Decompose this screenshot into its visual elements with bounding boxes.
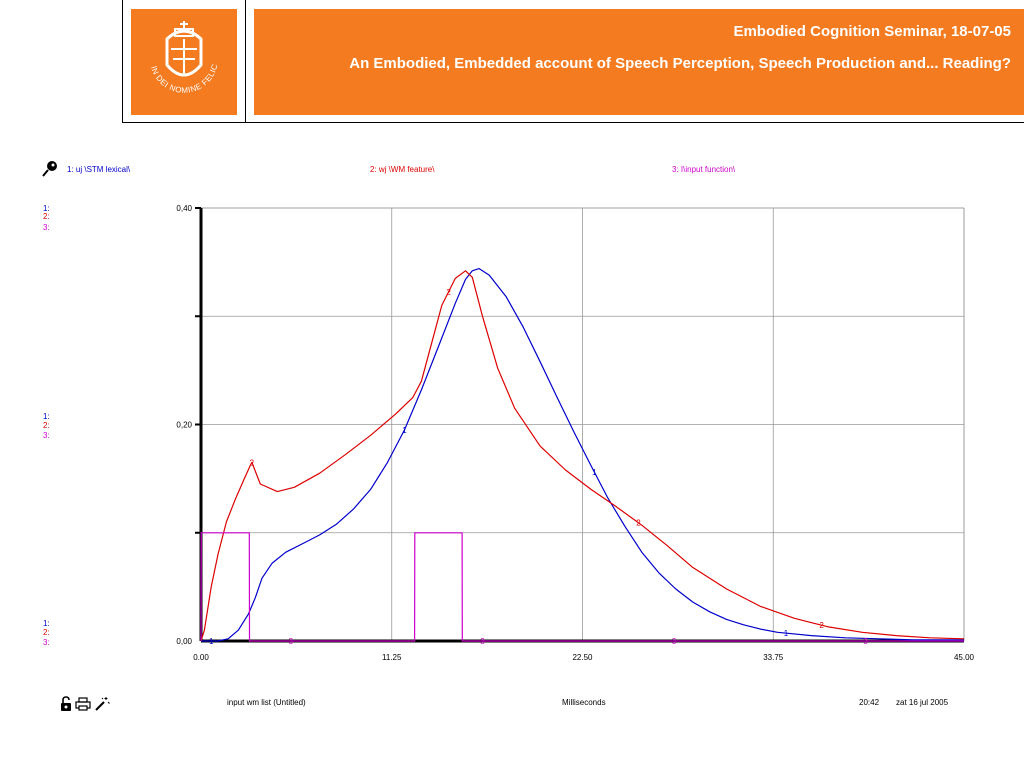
scale-key-1: 1: xyxy=(43,619,50,628)
legend-series-3: 3: I\input function\ xyxy=(672,165,736,174)
series-line-2 xyxy=(200,270,965,642)
run-date-label: zat 16 jul 2005 xyxy=(896,698,949,707)
series-marker-2: 2 xyxy=(250,458,255,467)
footer-toolbar xyxy=(60,696,110,715)
series-marker-3: 3 xyxy=(672,637,677,646)
header-rule xyxy=(246,122,1024,123)
series-marker-1: 1 xyxy=(209,637,214,646)
plot-tick-labels: 0.00 11.25 22.50 33.75 45.00 0,00 0,20 0,40 xyxy=(176,204,974,662)
university-seal-icon: IN DEI NOMINE FELICITER xyxy=(131,9,219,95)
series-marker-2: 2 xyxy=(819,621,824,630)
x-tick-label: 33.75 xyxy=(763,653,784,662)
legend-series-2: 2: wj \WM feature\ xyxy=(370,165,435,174)
slide-subtitle: An Embodied, Embedded account of Speech … xyxy=(349,55,1011,72)
series-marker-2: 2 xyxy=(636,519,641,528)
scale-key-3: 3: xyxy=(43,638,50,647)
scale-key-bottom: 1: 2: 3: xyxy=(43,619,50,647)
series-marker-2: 2 xyxy=(446,288,451,297)
series-marker-3: 3 xyxy=(480,637,485,646)
university-logo: IN DEI NOMINE FELICITER xyxy=(131,9,237,115)
series-marker-3: 3 xyxy=(289,637,294,646)
x-axis-unit-label: Milliseconds xyxy=(562,698,606,707)
padlock-icon[interactable] xyxy=(60,696,72,715)
printer-icon[interactable] xyxy=(75,696,91,715)
scale-key-2: 2: xyxy=(43,628,50,637)
scale-key-1: 1: xyxy=(43,204,50,213)
scale-key-2: 2: xyxy=(43,212,50,221)
x-tick-label: 45.00 xyxy=(954,653,975,662)
scale-key-2: 2: xyxy=(43,421,50,430)
model-name-label: input wm list (Untitled) xyxy=(227,698,306,707)
plot-markers: 1 1 1 1 2 2 2 2 3 3 3 3 xyxy=(209,288,868,646)
series-marker-3: 3 xyxy=(863,637,868,646)
plot-grid xyxy=(201,207,965,641)
series-marker-1: 1 xyxy=(784,629,789,638)
y-tick-label: 0,40 xyxy=(176,204,192,213)
x-tick-label: 11.25 xyxy=(382,653,402,662)
series-marker-1: 1 xyxy=(592,468,597,477)
scale-key-3: 3: xyxy=(43,431,50,440)
legend-series-1: 1: uj \STM lexical\ xyxy=(67,165,131,174)
y-tick-label: 0,00 xyxy=(176,637,192,646)
scale-key-middle: 1: 2: 3: xyxy=(43,412,50,440)
y-tick-label: 0,20 xyxy=(176,421,192,430)
x-tick-label: 0.00 xyxy=(193,653,209,662)
pushpin-icon[interactable] xyxy=(42,161,57,177)
series-marker-1: 1 xyxy=(402,426,407,435)
series-line-3 xyxy=(200,532,964,642)
x-tick-label: 22.50 xyxy=(572,653,593,662)
plot-series xyxy=(200,268,965,642)
scale-key-top: 1: 2: 3: xyxy=(43,204,50,232)
logo-frame xyxy=(122,0,246,123)
magic-wand-icon[interactable] xyxy=(94,696,110,715)
header-band: Embodied Cognition Seminar, 18-07-05 An … xyxy=(254,9,1024,115)
scale-key-1: 1: xyxy=(43,412,50,421)
slide-title: Embodied Cognition Seminar, 18-07-05 xyxy=(733,23,1011,40)
run-time-label: 20:42 xyxy=(859,698,880,707)
scale-key-3: 3: xyxy=(43,223,50,232)
series-line-1 xyxy=(201,268,964,642)
